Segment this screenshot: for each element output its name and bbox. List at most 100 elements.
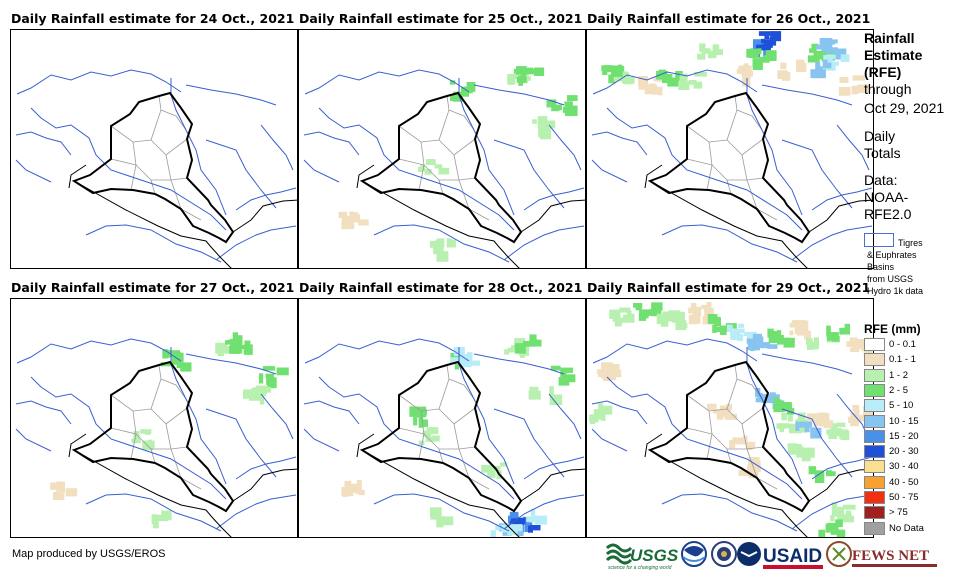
rainfall-cell xyxy=(836,529,846,537)
rainfall-cell xyxy=(633,303,643,308)
side-title-line1: Rainfall xyxy=(864,30,915,46)
legend-label: 5 - 10 xyxy=(889,400,914,412)
rainfall-cell xyxy=(724,413,737,420)
river-basin-line xyxy=(661,493,798,532)
province-boundary xyxy=(726,179,732,195)
province-boundary xyxy=(150,448,156,464)
rainfall-map-28-oct xyxy=(298,298,586,538)
river-basin-line xyxy=(606,107,803,231)
rainfall-cell xyxy=(738,470,751,476)
rainfall-cell xyxy=(440,251,447,261)
rainfall-cell xyxy=(672,316,684,323)
rainfall-cell xyxy=(354,489,361,494)
river-basin-line xyxy=(746,78,803,216)
rainfall-cell xyxy=(490,530,496,537)
rainfall-cell xyxy=(697,53,706,60)
rainfall-cell xyxy=(840,54,850,62)
iraq-border xyxy=(647,91,811,244)
rainfall-map-27-oct xyxy=(10,298,298,538)
rainfall-cell xyxy=(593,409,605,420)
neighbor-border xyxy=(68,433,297,537)
rainfall-cell xyxy=(751,470,756,476)
rainfall-cell xyxy=(338,211,348,219)
rainfall-cell xyxy=(566,374,576,383)
rainfall-cell xyxy=(732,437,743,445)
river-basin-line xyxy=(205,408,277,478)
rainfall-cell xyxy=(863,349,873,357)
rainfall-cell xyxy=(829,39,838,44)
rainfall-cell xyxy=(753,39,765,50)
rainfall-cell xyxy=(756,44,765,51)
rainfall-cell xyxy=(808,466,817,475)
rainfall-cell xyxy=(517,517,526,525)
rainfall-cell xyxy=(678,81,690,90)
rainfall-cell xyxy=(598,403,604,413)
map-credit: Map produced by USGS/EROS xyxy=(12,548,166,560)
rainfall-cell xyxy=(839,77,849,83)
rainfall-cell xyxy=(65,488,78,497)
river-basin-line xyxy=(523,456,585,480)
river-basin-line xyxy=(473,84,565,106)
river-basin-line xyxy=(781,408,853,478)
side-date: Oct 29, 2021 xyxy=(864,100,945,116)
rainfall-cell xyxy=(259,373,264,384)
rainfall-cell xyxy=(343,216,349,224)
rainfall-layer xyxy=(341,334,576,537)
iraq-border xyxy=(71,91,235,244)
rainfall-cell xyxy=(834,48,847,60)
rainfall-cell xyxy=(524,69,529,81)
rainfall-cell xyxy=(534,67,545,76)
map-canvas xyxy=(589,302,873,537)
river-basin-line xyxy=(185,353,277,375)
rainfall-cell xyxy=(826,49,839,59)
rainfall-cell xyxy=(52,492,65,500)
river-basin-line xyxy=(592,338,758,364)
basin-line4: from USGS xyxy=(867,274,914,284)
legend-swatch xyxy=(864,429,885,443)
rainfall-cell xyxy=(857,84,870,93)
rainfall-cell xyxy=(243,389,254,399)
rainfall-cell xyxy=(836,422,846,427)
river-basin-line xyxy=(592,69,758,95)
rainfall-cell xyxy=(546,99,557,108)
rainfall-cell xyxy=(788,444,802,455)
rainfall-cell xyxy=(747,331,757,343)
rainfall-cell xyxy=(851,339,863,349)
rainfall-cell xyxy=(514,68,523,74)
rainfall-cell xyxy=(821,45,830,52)
river-basin-line xyxy=(791,494,873,530)
legend-label: 30 - 40 xyxy=(889,461,919,473)
rainfall-cell xyxy=(162,349,169,359)
map-canvas xyxy=(591,31,873,268)
rainfall-cell xyxy=(787,414,793,422)
rainfall-cell xyxy=(534,515,547,525)
rainfall-cell xyxy=(679,73,688,84)
province-boundary xyxy=(438,364,450,410)
rainfall-cell xyxy=(775,405,786,410)
rainfall-cell xyxy=(662,311,675,322)
rainfall-cell xyxy=(763,39,773,48)
rainfall-cell xyxy=(244,340,251,348)
river-basin-line xyxy=(260,124,294,171)
rainfall-cell xyxy=(716,412,724,420)
river-basin-line xyxy=(523,187,585,211)
rainfall-cell xyxy=(835,519,843,528)
river-basin-line xyxy=(85,493,222,532)
rainfall-cell xyxy=(613,76,622,82)
rainfall-cell xyxy=(797,412,806,423)
rainfall-cell xyxy=(514,343,526,354)
rainfall-cell xyxy=(449,80,456,85)
rainfall-cell xyxy=(539,121,550,131)
river-basin-line xyxy=(260,393,294,440)
rainfall-cell xyxy=(777,330,782,336)
rainfall-cell xyxy=(611,71,623,81)
legend-swatch xyxy=(864,506,885,520)
rainfall-cell xyxy=(753,336,764,344)
province-boundary xyxy=(110,125,188,156)
rainfall-cell xyxy=(692,306,702,316)
side-data-label: Data: xyxy=(864,172,898,188)
rainfall-cell xyxy=(622,76,635,84)
river-basin-line xyxy=(185,84,277,106)
river-basin-line xyxy=(458,78,515,216)
panel-title-6: Daily Rainfall estimate for 29 Oct., 202… xyxy=(587,280,871,295)
